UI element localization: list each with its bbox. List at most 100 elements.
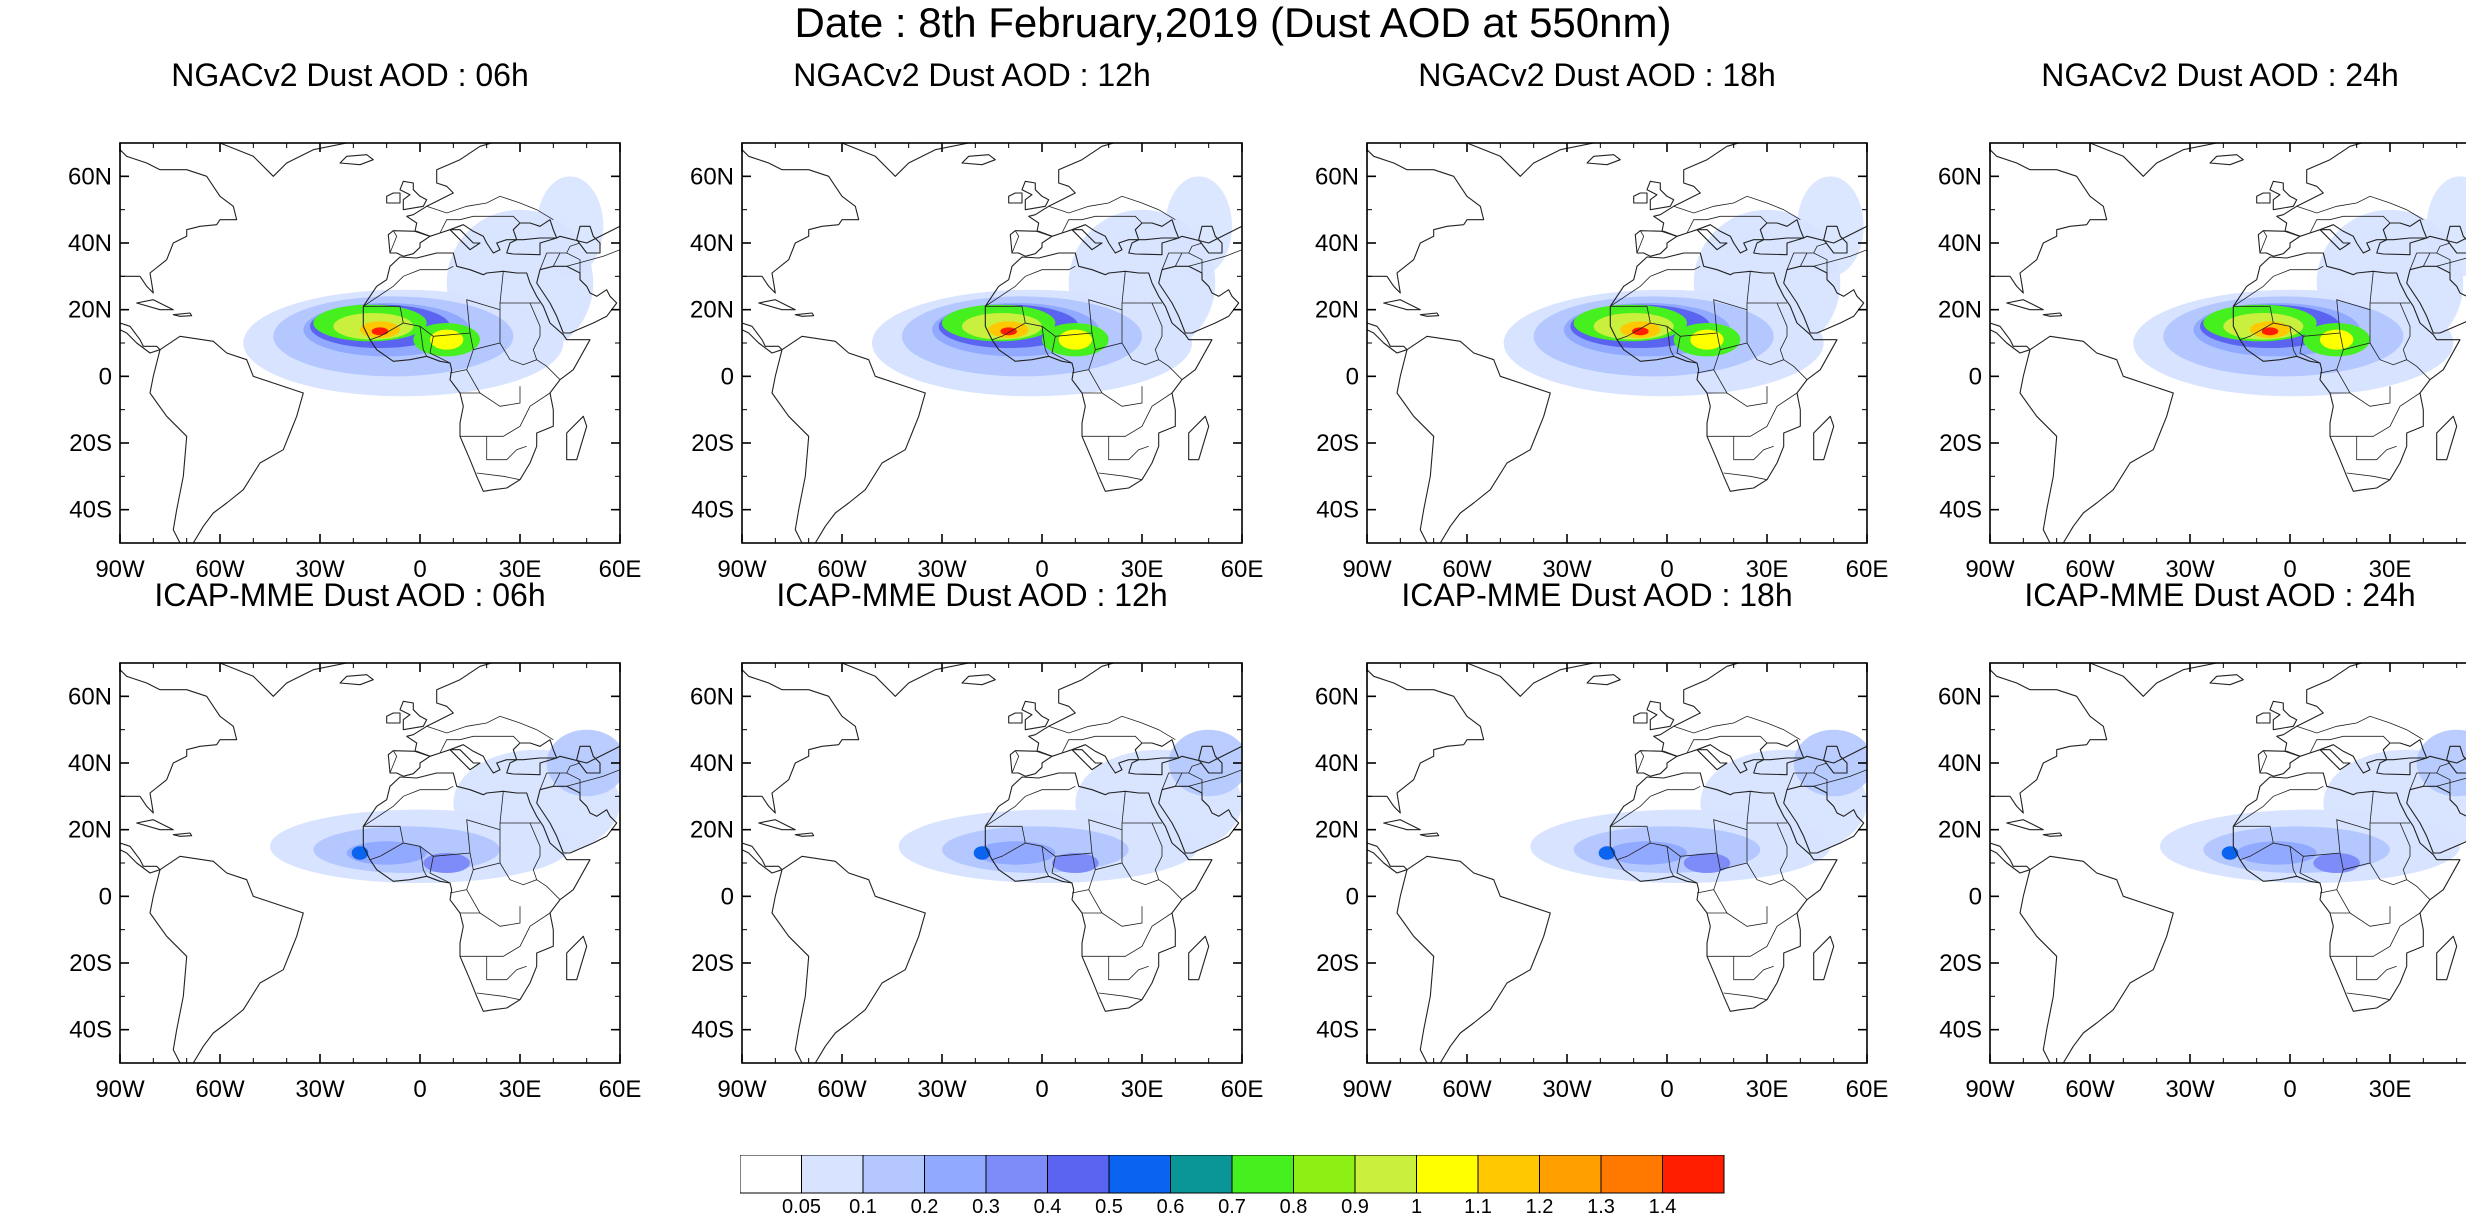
colorbar: 0.05 0.1 0.2 0.3 0.4 0.5 0.6 0.7 0.8 0.9 1 1.1 1.2 1.… [740,1155,1725,1215]
lat-tick-label: 20S [1316,950,1359,977]
panel-title: ICAP-MME Dust AOD : 12h [776,577,1168,613]
panel-title: NGACv2 Dust AOD : 24h [2041,57,2399,93]
coastlines [742,143,1242,543]
lat-tick-label: 0 [99,883,112,910]
lat-tick-label: 20N [1938,297,1982,324]
country-borders [985,715,1242,1001]
lon-tick-label: 60E [1846,556,1889,583]
lat-tick-label: 40N [1315,230,1359,257]
lat-tick-label: 40S [691,497,734,524]
lat-tick-label: 20N [1315,297,1359,324]
lon-tick-label: 90W [95,556,145,583]
lat-tick-label: 20N [1938,817,1982,844]
lat-tick-label: 40N [690,750,734,777]
lon-tick-label: 30E [1746,1076,1789,1103]
colorbar-swatch [1600,1155,1663,1194]
colorbar-tick-label: 0.8 [1280,1196,1308,1215]
lat-tick-label: 20S [69,950,112,977]
colorbar-swatch [1354,1155,1417,1194]
map-panel: ICAP-MME Dust AOD : 12h 60N 40N 20N 0 20S 40S 9… [672,575,1272,1103]
lon-tick-label: 0 [1035,1076,1048,1103]
colorbar-tick-label: 0.05 [782,1196,821,1215]
map-panel: ICAP-MME Dust AOD : 24h 60N 40N 20N 0 20S 40S 9… [1920,575,2466,1103]
map-panel: NGACv2 Dust AOD : 24h 60N 40N 20N 0 20S 40S 90W… [1920,55,2466,583]
lat-tick-label: 0 [1346,883,1359,910]
lat-tick-label: 0 [1969,883,1982,910]
lat-tick-label: 60N [1938,683,1982,710]
lon-tick-label: 60W [817,1076,867,1103]
lat-tick-label: 40S [1316,1017,1359,1044]
lon-tick-label: 60E [1221,556,1264,583]
lon-tick-label: 30W [1542,1076,1592,1103]
lat-tick-label: 40N [690,230,734,257]
lon-tick-label: 60W [817,556,867,583]
lon-tick-label: 60W [195,556,245,583]
lat-tick-label: 20N [68,297,112,324]
country-borders [363,715,620,1001]
lon-tick-label: 30E [2369,556,2412,583]
colorbar-swatch [1170,1155,1233,1194]
dust-aod-field [872,176,1232,397]
colorbar-swatch [862,1155,925,1194]
map-panel: NGACv2 Dust AOD : 12h 60N 40N 20N 0 20S 40S 90W… [672,55,1272,583]
colorbar-tick-label: 0.7 [1218,1196,1246,1215]
lat-tick-label: 20S [1939,950,1982,977]
lon-tick-label: 30E [1746,556,1789,583]
colorbar-swatch [740,1155,802,1194]
lon-tick-label: 30W [2165,556,2215,583]
colorbar-tick-label: 1.2 [1526,1196,1554,1215]
colorbar-swatch [1231,1155,1294,1194]
lat-tick-label: 20S [1939,430,1982,457]
coastlines [1990,663,2466,1063]
lon-tick-label: 60W [1442,556,1492,583]
lon-tick-label: 90W [1342,556,1392,583]
lat-tick-label: 20S [1316,430,1359,457]
panel-title: ICAP-MME Dust AOD : 24h [2024,577,2416,613]
map-panel: NGACv2 Dust AOD : 18h 60N 40N 20N 0 20S 40S 90W… [1297,55,1897,583]
country-borders [985,195,1242,481]
lon-tick-label: 90W [1965,556,2015,583]
lat-tick-label: 40S [69,1017,112,1044]
lon-tick-label: 0 [1660,1076,1673,1103]
lon-tick-label: 60W [2065,556,2115,583]
lon-tick-label: 30W [295,1076,345,1103]
colorbar-swatch [924,1155,987,1194]
lon-tick-label: 0 [1035,556,1048,583]
lat-tick-label: 60N [1315,163,1359,190]
lon-tick-label: 30W [295,556,345,583]
country-borders [2233,715,2466,1001]
colorbar-swatch [801,1155,864,1194]
lat-tick-label: 60N [690,163,734,190]
lat-tick-label: 20N [690,297,734,324]
lat-tick-label: 40N [68,230,112,257]
lat-tick-label: 40N [1315,750,1359,777]
lat-tick-label: 0 [1969,363,1982,390]
colorbar-swatch [1047,1155,1110,1194]
lat-tick-label: 60N [690,683,734,710]
colorbar-tick-label: 1.3 [1587,1196,1615,1215]
lat-tick-label: 60N [68,163,112,190]
lat-tick-label: 40N [1938,750,1982,777]
lon-tick-label: 90W [1342,1076,1392,1103]
lon-tick-label: 60E [1846,1076,1889,1103]
lon-tick-label: 90W [95,1076,145,1103]
panel-title: NGACv2 Dust AOD : 18h [1418,57,1776,93]
lat-tick-label: 0 [1346,363,1359,390]
colorbar-tick-label: 1.4 [1649,1196,1677,1215]
lon-tick-label: 60W [195,1076,245,1103]
lon-tick-label: 0 [2283,1076,2296,1103]
lon-tick-label: 30W [917,556,967,583]
lat-tick-label: 40S [1939,1017,1982,1044]
colorbar-swatch [1662,1155,1725,1194]
country-borders [363,195,620,481]
lon-tick-label: 30E [499,1076,542,1103]
colorbar-tick-label: 1 [1411,1196,1422,1215]
lon-tick-label: 60E [599,556,642,583]
lat-tick-label: 60N [1938,163,1982,190]
